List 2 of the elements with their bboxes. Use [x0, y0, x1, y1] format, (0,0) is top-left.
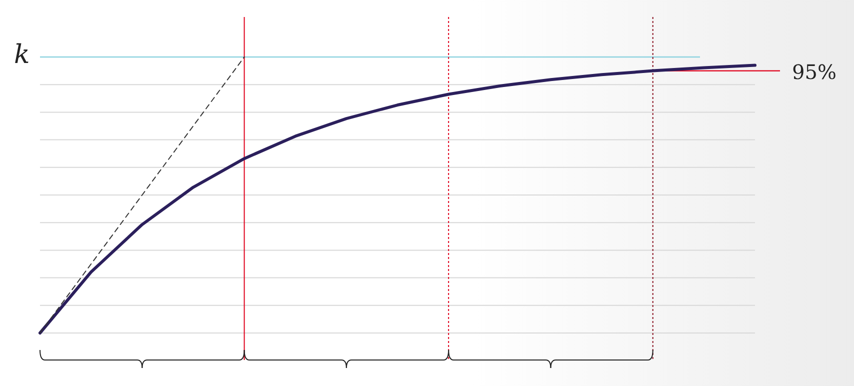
ref-line-label: k — [14, 40, 30, 70]
ref-line-label: 95% — [792, 60, 836, 84]
